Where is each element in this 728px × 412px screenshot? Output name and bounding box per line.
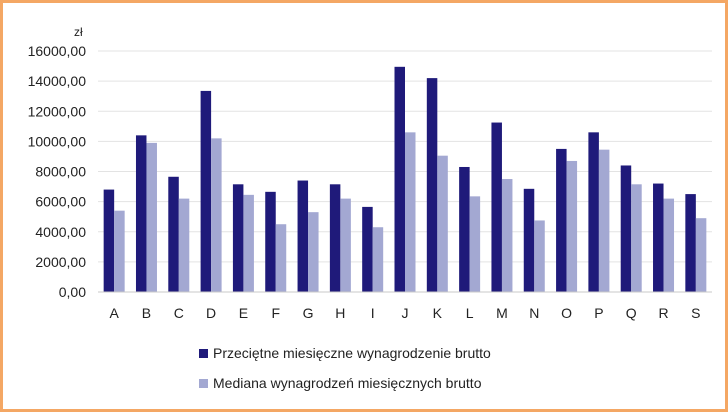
bar-b-series-2 (146, 142, 157, 292)
legend-swatch-average (199, 349, 208, 358)
bar-a-series-2 (114, 210, 125, 292)
bar-r-series-2 (663, 198, 675, 292)
bar-g-series-1 (297, 180, 309, 292)
legend-label-median: Mediana wynagrodzeń miesięcznych brutto (213, 375, 482, 391)
x-tick-label: S (691, 305, 700, 321)
legend-swatch-median (199, 379, 208, 388)
bar-k-series-1 (426, 78, 438, 292)
y-tick-label: 4000,00 (35, 224, 86, 240)
legend: Przeciętne miesięczne wynagrodzenie brut… (199, 345, 491, 391)
bar-b-series-1 (135, 135, 147, 292)
x-tick-label: G (303, 305, 314, 321)
bar-d-series-1 (200, 90, 212, 293)
bar-k-series-2 (437, 155, 448, 292)
y-tick-label: 14000,00 (28, 73, 87, 89)
bar-e-series-1 (232, 184, 244, 292)
bar-i-series-1 (362, 206, 373, 292)
y-tick-label: 2000,00 (35, 254, 86, 270)
bar-h-series-1 (329, 184, 341, 292)
legend-label-average: Przeciętne miesięczne wynagrodzenie brut… (213, 345, 491, 361)
x-tick-label: M (496, 305, 508, 321)
y-tick-label: 6000,00 (35, 194, 86, 210)
bar-r-series-1 (653, 183, 664, 292)
x-tick-label: A (109, 305, 119, 321)
x-tick-label: Q (626, 305, 637, 321)
bar-h-series-2 (340, 198, 351, 292)
x-tick-label: B (142, 305, 151, 321)
bar-p-series-1 (588, 132, 599, 292)
bar-a-series-1 (103, 189, 115, 292)
x-tick-label: D (206, 305, 216, 321)
bar-s-series-1 (685, 194, 696, 292)
y-tick-label: 16000,00 (28, 43, 87, 59)
bar-i-series-2 (372, 227, 384, 292)
x-tick-label: C (174, 305, 184, 321)
bar-l-series-2 (469, 196, 481, 292)
bar-c-series-1 (168, 176, 179, 292)
bars (103, 66, 707, 293)
bar-d-series-2 (211, 138, 222, 292)
bar-q-series-1 (620, 165, 632, 292)
bar-o-series-2 (566, 160, 578, 292)
x-tick-label: K (433, 305, 443, 321)
x-tick-label: N (529, 305, 539, 321)
bar-f-series-2 (275, 224, 287, 292)
bar-q-series-2 (631, 184, 642, 292)
bar-g-series-2 (308, 212, 319, 292)
y-tick-label: 10000,00 (28, 133, 87, 149)
x-tick-label: F (271, 305, 280, 321)
bar-e-series-2 (243, 194, 254, 292)
y-tick-label: 8000,00 (35, 164, 86, 180)
y-tick-label: 0,00 (59, 284, 86, 300)
bar-s-series-2 (695, 218, 707, 292)
x-tick-labels: A B C D E F G H I J K L M N O P Q R S (109, 305, 700, 321)
x-tick-label: O (561, 305, 572, 321)
bar-j-series-1 (394, 66, 405, 292)
x-tick-label: L (466, 305, 474, 321)
x-tick-label: H (335, 305, 345, 321)
bar-m-series-1 (491, 122, 502, 292)
x-tick-label: P (594, 305, 603, 321)
y-tick-labels: 0,00 2000,00 4000,00 6000,00 8000,00 10000,00… (28, 43, 87, 300)
x-tick-label: R (658, 305, 668, 321)
bar-n-series-2 (534, 220, 545, 292)
bar-p-series-2 (598, 149, 610, 292)
bar-f-series-1 (265, 191, 276, 292)
bar-c-series-2 (178, 198, 190, 292)
x-tick-label: J (402, 305, 409, 321)
x-tick-label: E (239, 305, 248, 321)
bar-m-series-2 (501, 179, 513, 292)
bar-j-series-2 (405, 132, 416, 292)
bar-o-series-1 (556, 148, 567, 292)
bar-l-series-1 (459, 166, 470, 292)
bar-n-series-1 (523, 188, 535, 292)
x-tick-label: I (371, 305, 375, 321)
y-tick-label: 12000,00 (28, 103, 87, 119)
y-unit-label: zł (74, 25, 83, 39)
